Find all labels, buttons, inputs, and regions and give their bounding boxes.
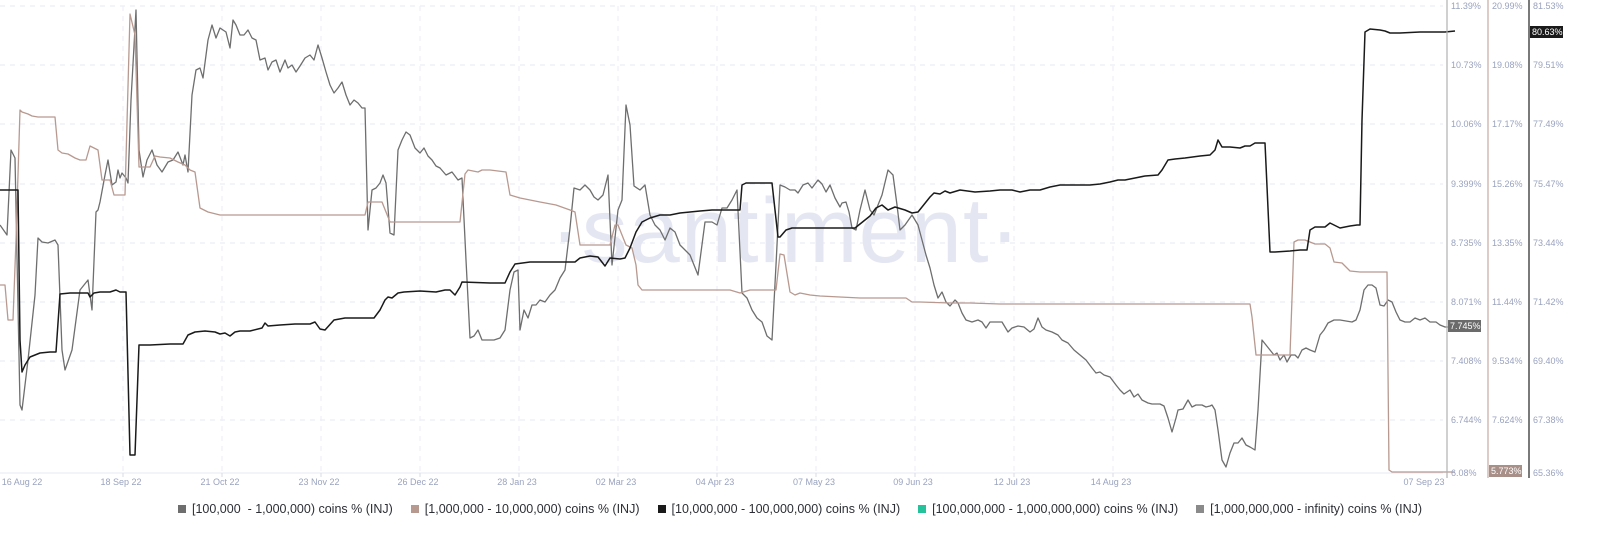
svg-text:67.38%: 67.38% <box>1533 415 1564 425</box>
svg-text:04 Apr 23: 04 Apr 23 <box>696 477 735 487</box>
svg-text:10.73%: 10.73% <box>1451 60 1482 70</box>
svg-text:21 Oct 22: 21 Oct 22 <box>200 477 239 487</box>
svg-text:11.44%: 11.44% <box>1492 297 1522 307</box>
svg-text:69.40%: 69.40% <box>1533 356 1564 366</box>
svg-text:73.44%: 73.44% <box>1533 238 1564 248</box>
legend-label: [100,000,000 - 1,000,000,000) coins % (I… <box>932 502 1179 516</box>
legend-item-1m-10m[interactable]: [1,000,000 - 10,000,000) coins % (INJ) <box>410 502 640 516</box>
svg-text:07 Sep 23: 07 Sep 23 <box>1403 477 1444 487</box>
svg-text:17.17%: 17.17% <box>1492 119 1523 129</box>
series-line-1 <box>0 13 1455 473</box>
svg-text:18 Sep 22: 18 Sep 22 <box>100 477 141 487</box>
legend-item-100m-1b[interactable]: [100,000,000 - 1,000,000,000) coins % (I… <box>918 502 1178 516</box>
svg-text:8.735%: 8.735% <box>1451 238 1482 248</box>
legend-item-1b-infinity[interactable]: [1,000,000,000 - infinity) coins % (INJ) <box>1196 502 1422 516</box>
legend-swatch-icon <box>177 505 186 513</box>
x-axis: 16 Aug 22 18 Sep 22 21 Oct 22 23 Nov 22 26 D… <box>2 473 1445 487</box>
line-chart[interactable]: ·santiment· 11.39%10.73%10.06%9.399%8.73… <box>0 0 1600 490</box>
svg-text:28 Jan 23: 28 Jan 23 <box>497 477 537 487</box>
svg-text:02 Mar 23: 02 Mar 23 <box>596 477 637 487</box>
legend-label: [10,000,000 - 100,000,000) coins % (INJ) <box>671 502 901 516</box>
svg-text:8.071%: 8.071% <box>1451 297 1482 307</box>
legend-swatch-icon <box>657 505 666 513</box>
svg-text:75.47%: 75.47% <box>1533 179 1564 189</box>
series-line-2 <box>0 28 1456 456</box>
y-axes: 11.39% 10.73% 10.06% 9.399% 8.735% 8.071% 7.40… <box>1446 0 1564 478</box>
legend-swatch-icon <box>410 505 419 513</box>
svg-text:20.99%: 20.99% <box>1492 1 1523 11</box>
svg-text:6.744%: 6.744% <box>1451 415 1482 425</box>
svg-text:09 Jun 23: 09 Jun 23 <box>893 477 933 487</box>
series-lines <box>0 9 1456 473</box>
svg-text:07 May 23: 07 May 23 <box>793 477 835 487</box>
svg-text:7.624%: 7.624% <box>1492 415 1523 425</box>
series-line-0 <box>0 9 1456 468</box>
svg-text:16 Aug 22: 16 Aug 22 <box>2 477 43 487</box>
legend-item-100k-1m[interactable]: [100,000 - 1,000,000) coins % (INJ) <box>177 502 393 516</box>
svg-text:5.773%: 5.773% <box>1491 466 1522 476</box>
grid-lines <box>0 5 1443 474</box>
svg-text:7.745%: 7.745% <box>1450 321 1481 331</box>
legend-label: [100,000 - 1,000,000) coins % (INJ) <box>191 502 393 516</box>
svg-text:80.63%: 80.63% <box>1532 27 1563 37</box>
svg-text:9.534%: 9.534% <box>1492 356 1523 366</box>
svg-text:10.06%: 10.06% <box>1451 119 1482 129</box>
legend-label: [1,000,000,000 - infinity) coins % (INJ) <box>1210 502 1423 516</box>
legend-item-10m-100m[interactable]: [10,000,000 - 100,000,000) coins % (INJ) <box>657 502 901 516</box>
svg-text:23 Nov 22: 23 Nov 22 <box>298 477 339 487</box>
svg-text:19.08%: 19.08% <box>1492 60 1523 70</box>
svg-text:13.35%: 13.35% <box>1492 238 1523 248</box>
svg-text:79.51%: 79.51% <box>1533 60 1564 70</box>
svg-text:9.399%: 9.399% <box>1451 179 1482 189</box>
legend-label: [1,000,000 - 10,000,000) coins % (INJ) <box>424 502 640 516</box>
legend-swatch-icon <box>918 505 927 513</box>
svg-text:81.53%: 81.53% <box>1533 1 1564 11</box>
svg-text:11.39%: 11.39% <box>1451 1 1481 11</box>
svg-text:26 Dec 22: 26 Dec 22 <box>397 477 438 487</box>
svg-text:14 Aug 23: 14 Aug 23 <box>1091 477 1132 487</box>
legend-swatch-icon <box>1196 505 1205 513</box>
chart-legend: [100,000 - 1,000,000) coins % (INJ) [1,0… <box>0 502 1600 516</box>
svg-text:6.08%: 6.08% <box>1451 468 1477 478</box>
svg-text:12 Jul 23: 12 Jul 23 <box>994 477 1031 487</box>
svg-text:71.42%: 71.42% <box>1533 297 1564 307</box>
svg-text:65.36%: 65.36% <box>1533 468 1564 478</box>
svg-text:15.26%: 15.26% <box>1492 179 1523 189</box>
svg-text:7.408%: 7.408% <box>1451 356 1482 366</box>
svg-text:77.49%: 77.49% <box>1533 119 1564 129</box>
